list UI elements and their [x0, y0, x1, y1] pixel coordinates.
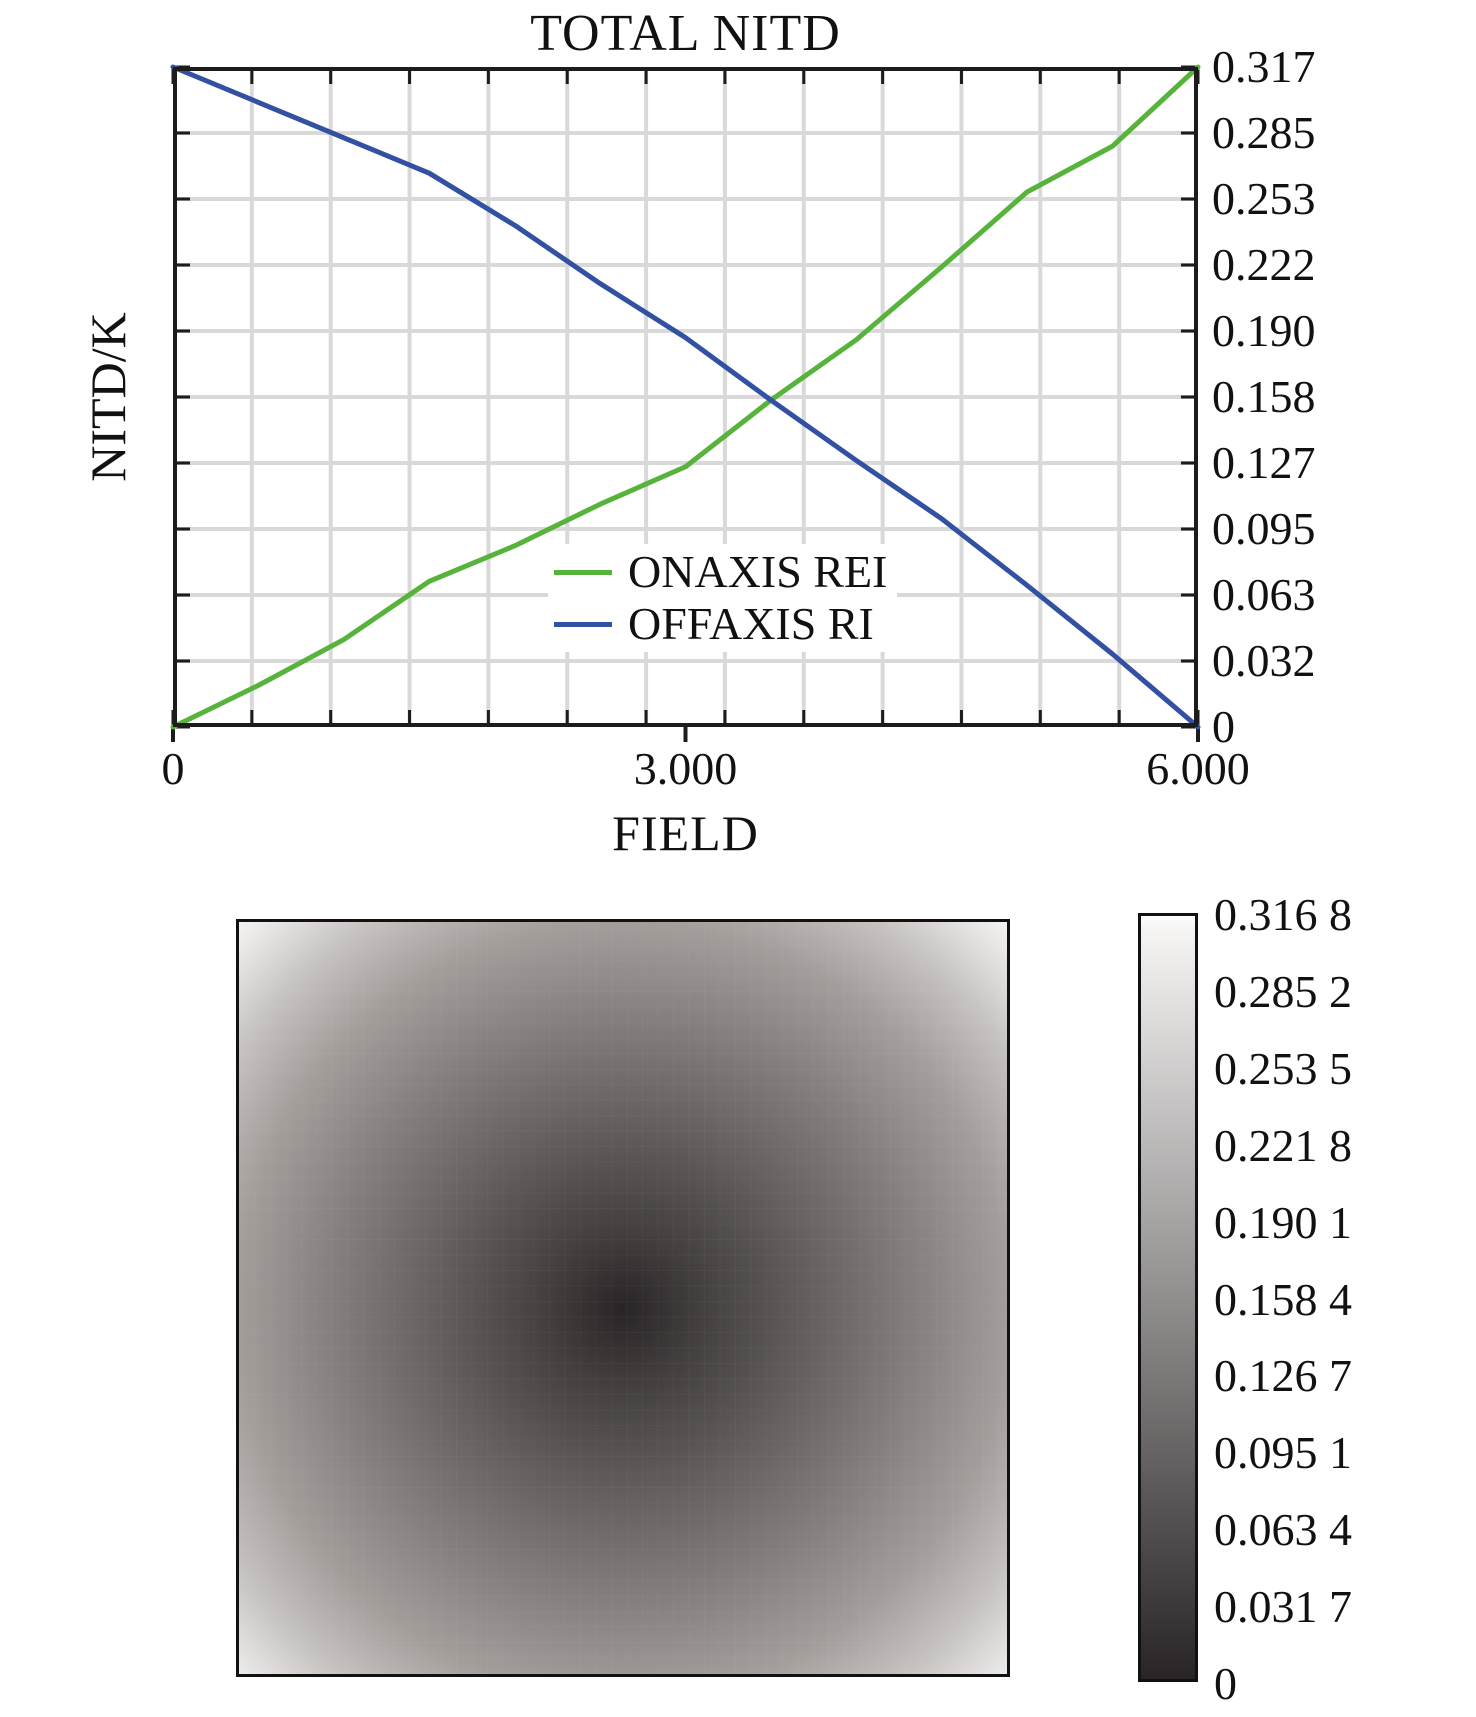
colorbar-tick-label: 0.221 8: [1214, 1119, 1352, 1171]
heatmap-image: [236, 919, 1010, 1677]
colorbar-tick-label: 0.316 8: [1214, 889, 1352, 940]
legend-item-onaxis-rei: ONAXIS REI: [554, 546, 887, 598]
y-tick-label: 0.317: [1212, 41, 1316, 92]
colorbar-tick-label: 0.190 1: [1214, 1196, 1352, 1248]
y-tick-label: 0.032: [1212, 635, 1316, 686]
x-tick-label: 0: [161, 743, 185, 794]
colorbar-tick-label: 0: [1214, 1658, 1237, 1709]
y-tick-label: 0.158: [1212, 371, 1316, 422]
y-tick-label: 0.095: [1212, 503, 1316, 554]
colorbar-tick-label: 0.095 1: [1214, 1427, 1352, 1479]
chart-title: TOTAL NITD: [530, 5, 841, 62]
y-tick-label: 0: [1212, 701, 1235, 752]
legend-label: OFFAXIS RI: [628, 598, 874, 649]
colorbar-tick-label: 0.158 4: [1214, 1273, 1352, 1325]
series-line: [170, 64, 1201, 730]
x-tick-labels: 0 3.000 6.000: [162, 742, 1250, 802]
x-axis-label: FIELD: [612, 805, 759, 861]
y-tick-label: 0.127: [1212, 437, 1316, 488]
colorbar-tick-label: 0.126 7: [1214, 1350, 1352, 1402]
y-axis-label: NITD/K: [80, 312, 136, 482]
y-tick-labels: 0.317 0.285 0.253 0.222 0.190 0.158 0.127 0.095…: [1212, 43, 1472, 751]
y-tick-label: 0.222: [1212, 239, 1316, 290]
colorbar-tick-label: 0.253 5: [1214, 1042, 1352, 1094]
legend-line-swatch-green: [554, 569, 612, 575]
legend-item-offaxis-ri: OFFAXIS RI: [554, 598, 887, 650]
line-chart-canvas: [170, 64, 1201, 742]
legend-label: ONAXIS REI: [628, 546, 888, 597]
y-tick-label: 0.285: [1212, 107, 1316, 158]
y-tick-label: 0.190: [1212, 305, 1316, 356]
colorbar-tick-label: 0.285 2: [1214, 965, 1352, 1017]
x-tick-label: 3.000: [633, 743, 738, 794]
series-line: [170, 64, 1201, 730]
colorbar-tick-labels: 0.316 8 0.285 2 0.253 5 0.221 8 0.190 1 0.158…: [1212, 891, 1476, 1708]
y-tick-label: 0.063: [1212, 569, 1316, 620]
chart-legend: ONAXIS REI OFFAXIS RI: [548, 544, 898, 652]
y-tick-label: 0.253: [1212, 173, 1316, 224]
colorbar-tick-label: 0.031 7: [1214, 1581, 1352, 1633]
plot-border: [173, 67, 1198, 727]
legend-line-swatch-blue: [554, 621, 612, 627]
colorbar-tick-label: 0.063 4: [1214, 1504, 1352, 1556]
colorbar-gradient: [1138, 913, 1198, 1682]
x-tick-label: 6.000: [1146, 743, 1250, 794]
